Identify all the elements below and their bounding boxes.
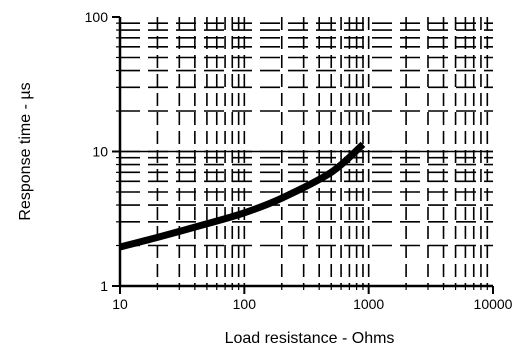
x-axis-label: Load resistance - Ohms bbox=[225, 330, 395, 347]
x-tick-label: 1000 bbox=[353, 296, 384, 312]
response-time-series-line bbox=[119, 141, 366, 251]
y-axis-label: Response time - µs bbox=[17, 82, 34, 220]
grid-layer bbox=[120, 17, 493, 286]
label-layer: Load resistance - Ohms Response time - µ… bbox=[17, 82, 394, 347]
series-layer bbox=[119, 141, 366, 251]
x-tick-label: 10000 bbox=[474, 296, 513, 312]
y-tick-label: 100 bbox=[85, 9, 109, 25]
y-tick-label: 1 bbox=[100, 278, 108, 294]
y-tick-label: 10 bbox=[92, 144, 108, 160]
x-tick-label: 10 bbox=[112, 296, 128, 312]
x-tick-label: 100 bbox=[233, 296, 257, 312]
